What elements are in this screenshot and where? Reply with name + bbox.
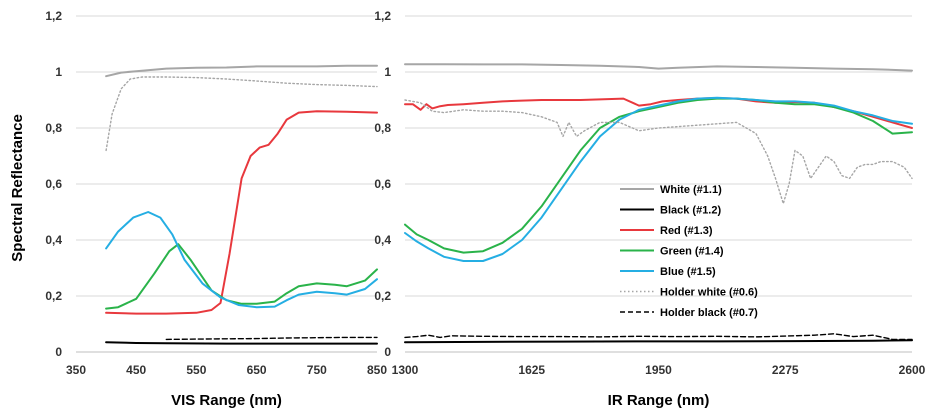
- vis-y-tick-label: 0,4: [45, 233, 62, 247]
- ir-series-blue: [404, 96, 913, 262]
- vis-panel: 0 0,2 0,4 0,6 0,8 1 1,2 350 450 550 650 750 850 VIS R…: [45, 9, 387, 409]
- ir-x-tick-label: 1625: [518, 363, 545, 377]
- vis-series-holder-white: [105, 76, 378, 152]
- y-axis-title: Spectral Reflectance: [9, 114, 26, 262]
- ir-y-tick-label: 0: [384, 345, 391, 359]
- legend-item: Holder white (#0.6): [620, 287, 758, 299]
- ir-x-tick-label: 2600: [899, 363, 926, 377]
- ir-series-holder-black: [404, 333, 913, 341]
- ir-x-tick-label: 2275: [772, 363, 799, 377]
- ir-panel: 0 0,2 0,4 0,6 0,8 1 1,2 1300 1625 1950 2275 2600 IR …: [374, 9, 925, 409]
- vis-x-tick-label: 750: [307, 363, 327, 377]
- ir-series-holder-white: [404, 99, 913, 205]
- vis-y-tick-label: 0,2: [45, 289, 62, 303]
- vis-x-tick-label: 450: [126, 363, 146, 377]
- legend-item: Holder black (#0.7): [620, 307, 758, 319]
- vis-x-tick-label: 550: [186, 363, 206, 377]
- ir-series-white: [404, 63, 913, 72]
- ir-x-tick-label: 1300: [392, 363, 419, 377]
- legend-item: Black (#1.2): [620, 205, 721, 217]
- legend-item: Red (#1.3): [620, 225, 713, 237]
- vis-series-green: [105, 243, 378, 310]
- ir-x-tick-label: 1950: [645, 363, 672, 377]
- legend-item: Green (#1.4): [620, 246, 724, 258]
- ir-y-tick-label: 1,2: [374, 9, 391, 23]
- legend-label: Holder black (#0.7): [660, 307, 758, 319]
- ir-y-tick-label: 0,4: [374, 233, 391, 247]
- ir-y-tick-label: 0,8: [374, 121, 391, 135]
- ir-series-black: [404, 339, 913, 344]
- ir-y-tick-label: 0,6: [374, 177, 391, 191]
- legend-label: Green (#1.4): [660, 246, 724, 258]
- legend-label: Blue (#1.5): [660, 266, 716, 278]
- ir-series-red: [404, 97, 913, 129]
- vis-x-axis-title: VIS Range (nm): [171, 392, 282, 409]
- vis-y-tick-label: 0,6: [45, 177, 62, 191]
- vis-x-tick-label: 350: [66, 363, 86, 377]
- ir-series-green: [404, 97, 913, 254]
- vis-series-white: [105, 64, 378, 78]
- legend-label: White (#1.1): [660, 184, 722, 196]
- vis-series-black: [105, 341, 378, 345]
- vis-series-blue: [105, 211, 378, 309]
- legend-item: White (#1.1): [620, 184, 722, 196]
- legend-item: Blue (#1.5): [620, 266, 716, 278]
- vis-series-red: [105, 110, 378, 315]
- vis-x-tick-label: 650: [247, 363, 267, 377]
- ir-y-tick-label: 1: [384, 65, 391, 79]
- legend-label: Black (#1.2): [660, 205, 721, 217]
- vis-series-holder-black: [165, 336, 378, 341]
- vis-y-tick-label: 1: [55, 65, 62, 79]
- vis-x-tick-label: 850: [367, 363, 387, 377]
- vis-y-tick-label: 1,2: [45, 9, 62, 23]
- ir-x-axis-title: IR Range (nm): [608, 392, 710, 409]
- ir-y-tick-label: 0,2: [374, 289, 391, 303]
- vis-y-tick-label: 0,8: [45, 121, 62, 135]
- legend-label: Holder white (#0.6): [660, 287, 758, 299]
- legend: White (#1.1) Black (#1.2) Red (#1.3) Green …: [620, 184, 758, 319]
- legend-label: Red (#1.3): [660, 225, 713, 237]
- vis-y-tick-label: 0: [55, 345, 62, 359]
